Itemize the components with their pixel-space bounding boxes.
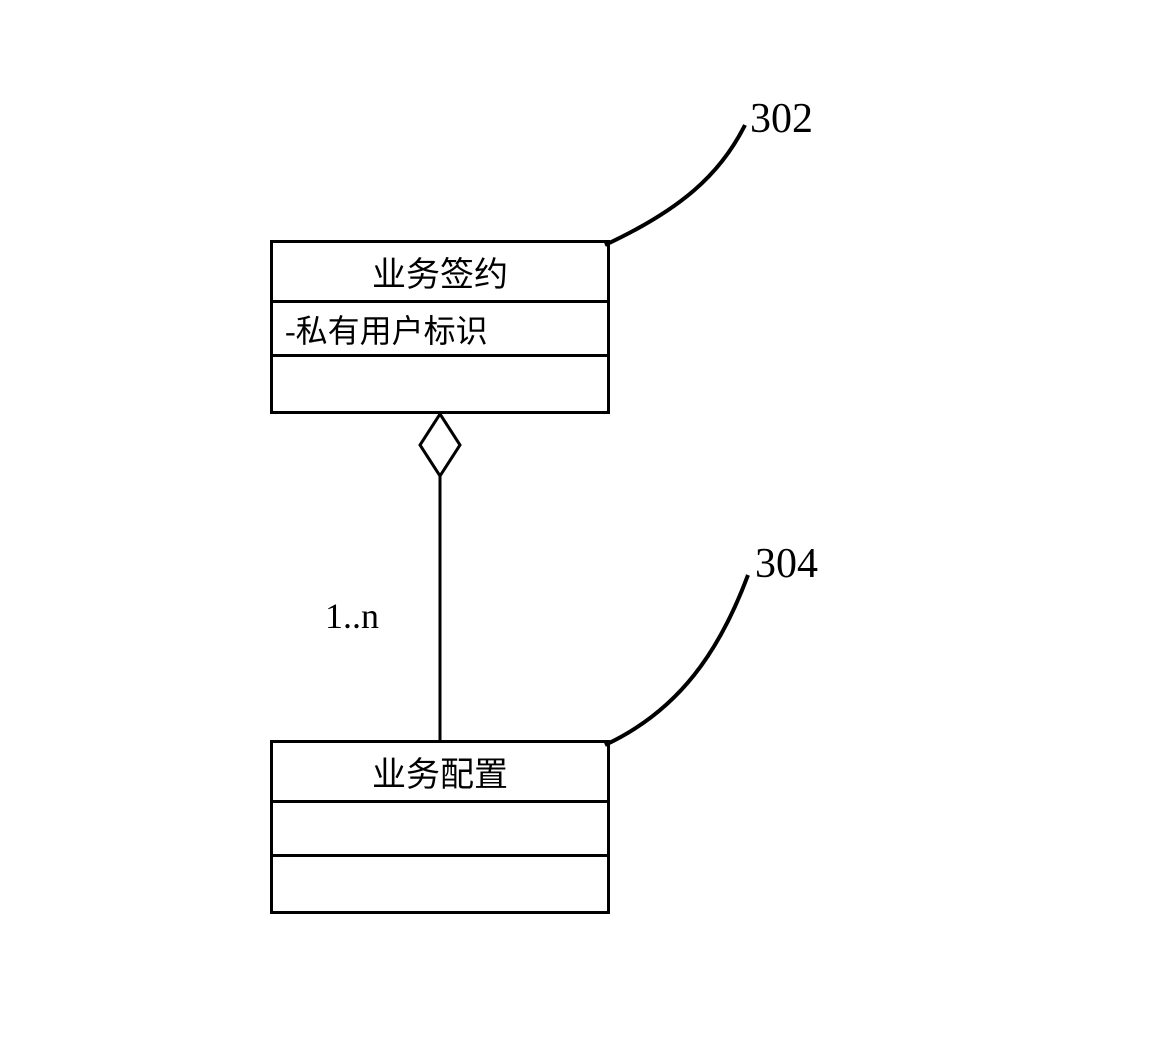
class-attribute-text: -私有用户标识 (285, 306, 488, 352)
reference-label-304: 304 (755, 540, 818, 588)
multiplicity-text: 1..n (325, 596, 379, 636)
reference-label-302: 302 (750, 95, 813, 143)
reference-number-text: 304 (755, 541, 818, 587)
uml-class-service-subscription: 业务签约 -私有用户标识 (270, 240, 610, 414)
class-method-row (273, 357, 607, 411)
uml-diagram: 业务签约 -私有用户标识 业务配置 302 304 1..n (0, 0, 1176, 1056)
multiplicity-label: 1..n (325, 595, 379, 637)
reference-number-text: 302 (750, 96, 813, 142)
uml-class-service-config: 业务配置 (270, 740, 610, 914)
class-name-row: 业务配置 (273, 743, 607, 803)
class-name-text: 业务配置 (372, 747, 508, 796)
aggregation-diamond (420, 414, 460, 476)
class-attribute-row (273, 803, 607, 857)
class-method-row (273, 857, 607, 911)
class-attribute-row: -私有用户标识 (273, 303, 607, 357)
class-name-row: 业务签约 (273, 243, 607, 303)
class-name-text: 业务签约 (372, 247, 508, 296)
leader-curve-304 (605, 575, 748, 745)
leader-curve-302 (605, 125, 745, 245)
